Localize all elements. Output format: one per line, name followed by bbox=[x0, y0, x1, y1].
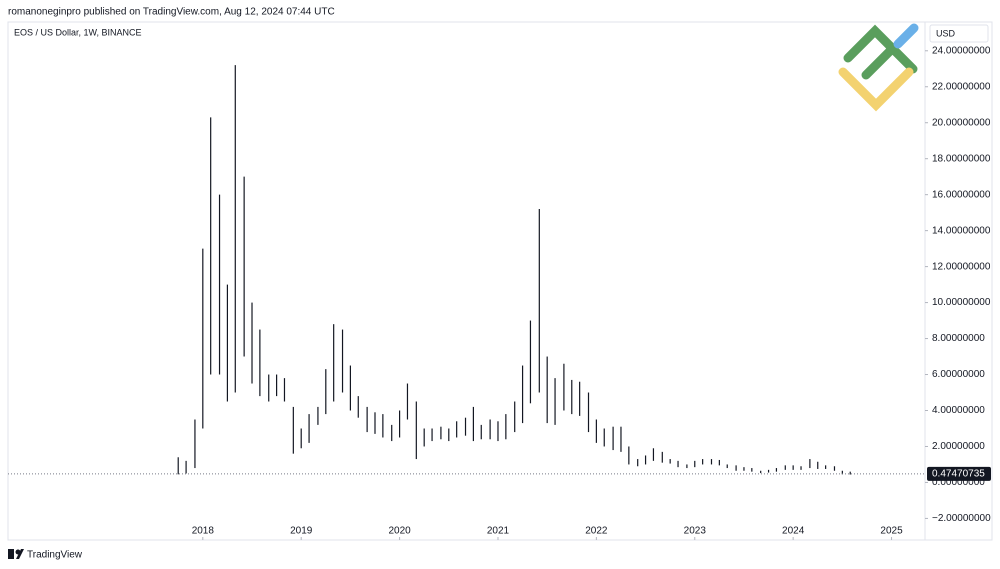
x-tick-label: 2020 bbox=[388, 526, 411, 537]
x-tick-label: 2019 bbox=[290, 526, 313, 537]
y-tick-label: 8.00000000 bbox=[932, 333, 985, 344]
x-tick-label: 2018 bbox=[192, 526, 215, 537]
y-tick-label: 20.00000000 bbox=[932, 117, 991, 128]
last-price-box bbox=[927, 466, 991, 481]
frame bbox=[7, 21, 993, 541]
footer: TradingView bbox=[27, 550, 83, 561]
x-tick-label: 2025 bbox=[880, 526, 903, 537]
last-price-label: 0.47470735 bbox=[932, 469, 985, 480]
x-tick-label: 2021 bbox=[487, 526, 510, 537]
y-axis-label: USD bbox=[936, 28, 956, 38]
y-tick-label: 4.00000000 bbox=[932, 405, 985, 416]
y-tick-label: 6.00000000 bbox=[932, 369, 985, 380]
y-tick-label: 10.00000000 bbox=[932, 297, 991, 308]
y-tick-label: 16.00000000 bbox=[932, 189, 991, 200]
y-tick-label: 12.00000000 bbox=[932, 261, 991, 272]
y-tick-label: 14.00000000 bbox=[932, 225, 991, 236]
attribution: romanoneginpro published on TradingView.… bbox=[8, 7, 335, 18]
chart-title: EOS / US Dollar, 1W, BINANCE bbox=[14, 27, 142, 37]
y-tick-label: 2.00000000 bbox=[932, 441, 985, 452]
x-tick-label: 2022 bbox=[585, 526, 608, 537]
footer-logo bbox=[8, 549, 24, 559]
x-tick-label: 2023 bbox=[684, 526, 707, 537]
y-tick-label: 0.00000000 bbox=[932, 477, 985, 488]
x-tick-label: 2024 bbox=[782, 526, 805, 537]
currency-box bbox=[929, 24, 989, 43]
y-tick-label: −2.00000000 bbox=[932, 513, 991, 524]
y-tick-label: 24.00000000 bbox=[932, 45, 991, 56]
y-tick-label: 18.00000000 bbox=[932, 153, 991, 164]
watermark-logo bbox=[838, 23, 919, 112]
y-tick-label: 22.00000000 bbox=[932, 81, 991, 92]
